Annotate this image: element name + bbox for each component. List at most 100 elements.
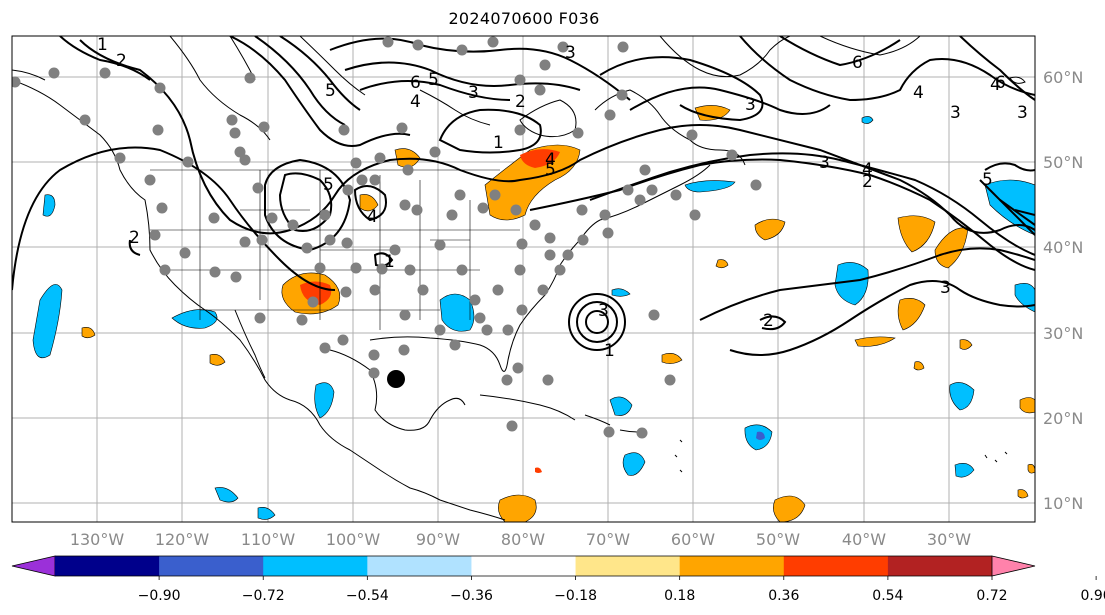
contour-label: 2 xyxy=(763,311,774,331)
station-marker xyxy=(144,174,156,186)
contour-label: 4 xyxy=(545,150,556,170)
contour-label: 1 xyxy=(97,35,108,55)
station-marker xyxy=(99,67,111,79)
longitude-label: 60°W xyxy=(671,530,715,549)
station-marker xyxy=(604,109,616,121)
station-marker xyxy=(686,129,698,141)
station-marker xyxy=(411,204,423,216)
colorbar-tick-label: −0.72 xyxy=(242,588,285,604)
colorbar-segment xyxy=(575,556,681,576)
station-marker xyxy=(307,296,319,308)
station-marker xyxy=(399,199,411,211)
station-marker xyxy=(341,237,353,249)
station-marker xyxy=(506,420,518,432)
latitude-labels: 60°N 50°N 40°N 30°N 20°N 10°N xyxy=(1043,68,1083,513)
station-marker xyxy=(296,314,308,326)
station-marker xyxy=(368,367,380,379)
station-marker xyxy=(152,124,164,136)
negative-anomaly-fills xyxy=(32,116,1035,520)
station-marker xyxy=(156,202,168,214)
station-marker xyxy=(266,212,278,224)
station-marker xyxy=(544,249,556,261)
station-marker xyxy=(599,209,611,221)
contour-label: 5 xyxy=(545,160,556,180)
station-marker xyxy=(226,114,238,126)
station-marker xyxy=(514,264,526,276)
station-marker xyxy=(542,374,554,386)
station-marker xyxy=(577,234,589,246)
station-marker xyxy=(562,249,574,261)
station-marker xyxy=(417,284,429,296)
positive-anomaly-fills xyxy=(81,105,1035,522)
contour-label: 3 xyxy=(1017,103,1028,123)
station-marker xyxy=(230,271,242,283)
contour-label: 4 xyxy=(990,75,1001,95)
contour-label: 4 xyxy=(913,83,924,103)
contour-label: 6 xyxy=(852,53,863,73)
station-marker xyxy=(602,227,614,239)
station-marker xyxy=(557,41,569,53)
longitude-label: 90°W xyxy=(416,530,460,549)
longitude-label: 100°W xyxy=(326,530,381,549)
station-marker xyxy=(376,263,388,275)
station-marker xyxy=(639,164,651,176)
station-marker xyxy=(689,209,701,221)
colorbar-segment xyxy=(55,556,160,576)
station-marker xyxy=(726,149,738,161)
station-marker xyxy=(342,184,354,196)
station-marker xyxy=(382,36,394,48)
longitude-labels: 130°W 120°W 110°W 100°W 90°W 80°W 70°W 60°W 50°W… xyxy=(70,530,971,549)
station-marker xyxy=(454,189,466,201)
contour-label: 5 xyxy=(325,81,336,101)
station-marker xyxy=(244,72,256,84)
contour-label: 3 xyxy=(819,153,830,173)
station-marker xyxy=(350,262,362,274)
station-marker xyxy=(209,266,221,278)
strong-negative-core xyxy=(756,431,765,440)
station-marker xyxy=(398,344,410,356)
station-marker xyxy=(337,334,349,346)
colorbar-tick-label: −0.18 xyxy=(554,588,597,604)
station-marker xyxy=(516,304,528,316)
station-marker xyxy=(229,127,241,139)
station-marker xyxy=(487,36,499,48)
latitude-label: 40°N xyxy=(1043,238,1083,257)
station-marker xyxy=(481,324,493,336)
contour-label: 5 xyxy=(323,175,334,195)
longitude-label: 120°W xyxy=(155,530,210,549)
station-marker xyxy=(256,234,268,246)
height-contours xyxy=(12,36,1035,356)
contour-label: 5 xyxy=(982,170,993,190)
colorbar-segment xyxy=(367,556,472,576)
contour-label: 6 xyxy=(995,73,1006,93)
longitude-label: 40°W xyxy=(842,530,886,549)
station-marker xyxy=(670,189,682,201)
station-marker xyxy=(489,189,501,201)
station-marker xyxy=(234,146,246,158)
contour-label: 5 xyxy=(428,70,439,90)
map-frame xyxy=(11,35,1036,523)
station-marker xyxy=(314,262,326,274)
colorbar-tick-label: 0.90 xyxy=(1081,588,1105,604)
storm-center-marker xyxy=(387,370,405,388)
station-marker xyxy=(664,374,676,386)
station-marker xyxy=(456,264,468,276)
colorbar-tick-label: 0.36 xyxy=(768,588,799,604)
station-marker xyxy=(48,67,60,79)
station-marker xyxy=(252,182,264,194)
station-marker xyxy=(154,82,166,94)
colorbar-tick-label: −0.36 xyxy=(450,588,493,604)
contour-label: 2 xyxy=(515,92,526,112)
station-marker xyxy=(319,342,331,354)
station-marker xyxy=(412,39,424,51)
station-marker xyxy=(369,174,381,186)
colorbar xyxy=(11,555,1036,577)
station-marker xyxy=(636,427,648,439)
station-marker xyxy=(429,146,441,158)
station-marker xyxy=(449,339,461,351)
latitude-label: 60°N xyxy=(1043,68,1083,87)
station-marker xyxy=(301,242,313,254)
station-marker xyxy=(456,44,468,56)
station-marker xyxy=(634,194,646,206)
